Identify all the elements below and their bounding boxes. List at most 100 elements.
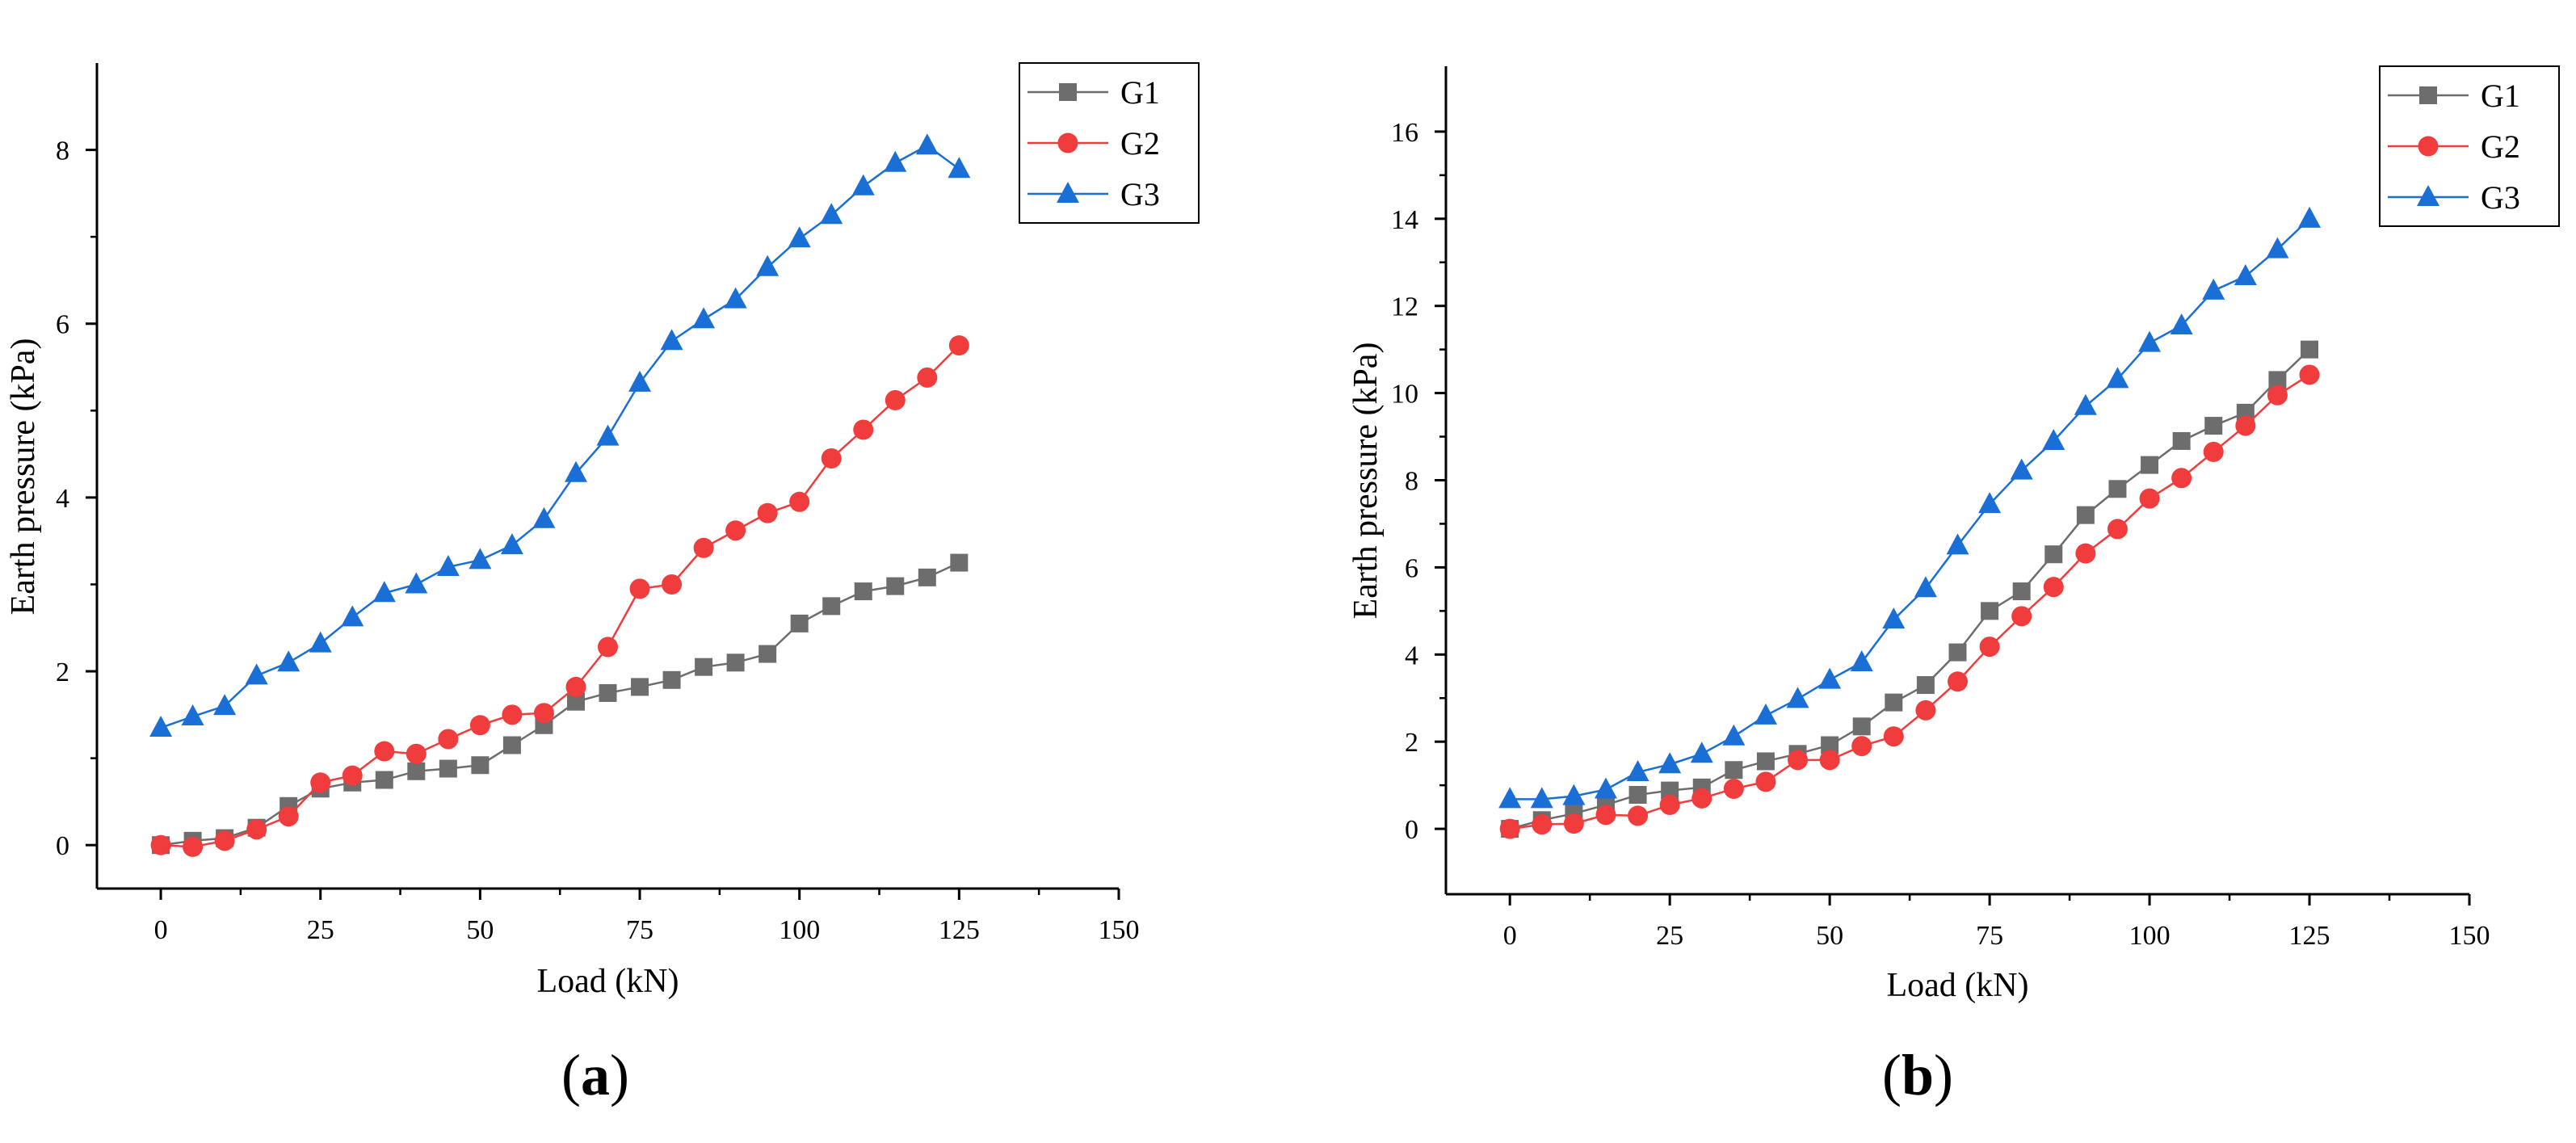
y-tick-label: 2 [56, 658, 69, 687]
data-point-G2 [438, 729, 459, 750]
data-point-G3 [245, 663, 268, 685]
y-tick-label: 6 [56, 310, 69, 340]
legend-label-G2: G2 [2481, 128, 2520, 165]
data-point-G3 [1658, 752, 1682, 774]
data-point-G2 [533, 703, 554, 724]
data-point-G1 [2044, 545, 2063, 564]
data-point-G3 [1786, 687, 1809, 708]
data-point-G2 [725, 520, 746, 541]
legend-marker-G3 [2417, 185, 2439, 206]
legend-label-G1: G1 [1120, 74, 1160, 111]
data-point-G1 [599, 683, 617, 702]
x-tick-label: 125 [2289, 921, 2330, 951]
y-tick-label: 14 [1391, 205, 1418, 235]
legend-box [2379, 65, 2560, 227]
data-point-G3 [2074, 393, 2097, 415]
series-line-G3 [1510, 217, 2310, 801]
data-point-G2 [948, 335, 969, 356]
legend-marker-G1 [2419, 86, 2437, 104]
legend-marker-G1 [1059, 83, 1077, 101]
data-point-G2 [1788, 750, 1809, 771]
data-point-G3 [1978, 492, 2002, 514]
data-point-G3 [341, 605, 364, 627]
data-point-G3 [756, 254, 780, 276]
data-point-G3 [660, 329, 683, 351]
data-point-G1 [2301, 340, 2319, 359]
data-point-G3 [851, 174, 875, 195]
legend-marker-G3 [1057, 182, 1079, 203]
legend-marker-G2 [2418, 136, 2439, 157]
data-point-G1 [1821, 736, 1839, 754]
data-point-G2 [629, 578, 650, 599]
data-point-G1 [1725, 761, 1743, 780]
y-tick-label: 12 [1391, 292, 1418, 322]
data-point-G1 [1948, 643, 1967, 662]
data-point-G3 [181, 704, 204, 725]
data-point-G2 [853, 419, 874, 440]
data-point-G3 [469, 548, 492, 569]
legend-label-G1: G1 [2481, 78, 2520, 114]
data-point-G1 [375, 771, 393, 789]
data-point-G3 [213, 694, 237, 716]
data-point-G2 [821, 448, 842, 469]
legend: G1 G2 G3 [2379, 65, 2560, 227]
data-point-G2 [1659, 794, 1680, 815]
data-point-G2 [1532, 814, 1553, 835]
data-point-G3 [915, 133, 939, 155]
data-point-G3 [1754, 703, 1777, 725]
data-point-G1 [790, 614, 809, 632]
data-point-G1 [886, 577, 905, 595]
x-axis-label: Load (kN) [536, 963, 679, 1000]
data-point-G3 [1946, 533, 1969, 555]
y-tick-label: 10 [1391, 380, 1418, 410]
data-point-G2 [2203, 441, 2224, 462]
data-point-G1 [2204, 417, 2223, 435]
data-point-G1 [566, 692, 585, 711]
x-tick-label: 100 [2129, 921, 2170, 951]
data-point-G2 [1851, 736, 1872, 757]
data-point-G2 [406, 743, 427, 764]
legend-label-G2: G2 [1120, 125, 1160, 162]
data-point-G3 [2202, 278, 2225, 300]
data-point-G3 [1722, 724, 1746, 746]
data-point-G3 [2042, 428, 2065, 450]
data-point-G2 [1691, 788, 1712, 809]
y-tick-label: 0 [1405, 815, 1418, 845]
data-point-G3 [436, 554, 460, 576]
data-point-G2 [2075, 543, 2096, 564]
data-point-G3 [500, 533, 523, 555]
y-axis-label: Earth pressure (kPa) [5, 338, 42, 616]
x-tick-label: 50 [1816, 921, 1843, 951]
data-point-G2 [183, 836, 204, 857]
x-tick-label: 75 [626, 915, 653, 945]
data-point-G1 [918, 568, 936, 586]
data-point-G3 [1562, 784, 1586, 805]
data-point-G2 [342, 765, 363, 786]
data-point-G2 [1979, 637, 2000, 658]
data-point-G1 [407, 762, 426, 780]
data-point-G2 [662, 574, 683, 595]
data-point-G3 [724, 287, 747, 309]
x-axis-label: Load (kN) [1886, 967, 2028, 1004]
data-point-G1 [950, 553, 969, 572]
data-point-G2 [2299, 364, 2320, 385]
data-point-G3 [948, 157, 971, 179]
series-G2 [150, 335, 969, 857]
x-tick-label: 125 [939, 915, 980, 945]
y-tick-label: 0 [56, 831, 69, 861]
series-G1 [1501, 340, 2319, 838]
data-point-G2 [214, 830, 235, 851]
panel-label-b: (b) [1882, 1043, 1954, 1107]
data-point-G1 [2268, 371, 2287, 389]
data-point-G2 [1948, 671, 1968, 692]
chart-panel-a: 0 25 50 75 100 125 150 0 2 4 6 8 Load (kN) Earth pres… [5, 62, 1200, 1000]
data-point-G2 [2171, 468, 2192, 489]
data-point-G3 [2234, 264, 2257, 286]
data-point-G1 [439, 759, 457, 778]
data-point-G2 [693, 537, 714, 558]
data-point-G2 [789, 491, 810, 512]
data-point-G2 [310, 772, 331, 793]
data-point-G3 [277, 650, 300, 672]
data-point-G2 [2267, 385, 2288, 406]
